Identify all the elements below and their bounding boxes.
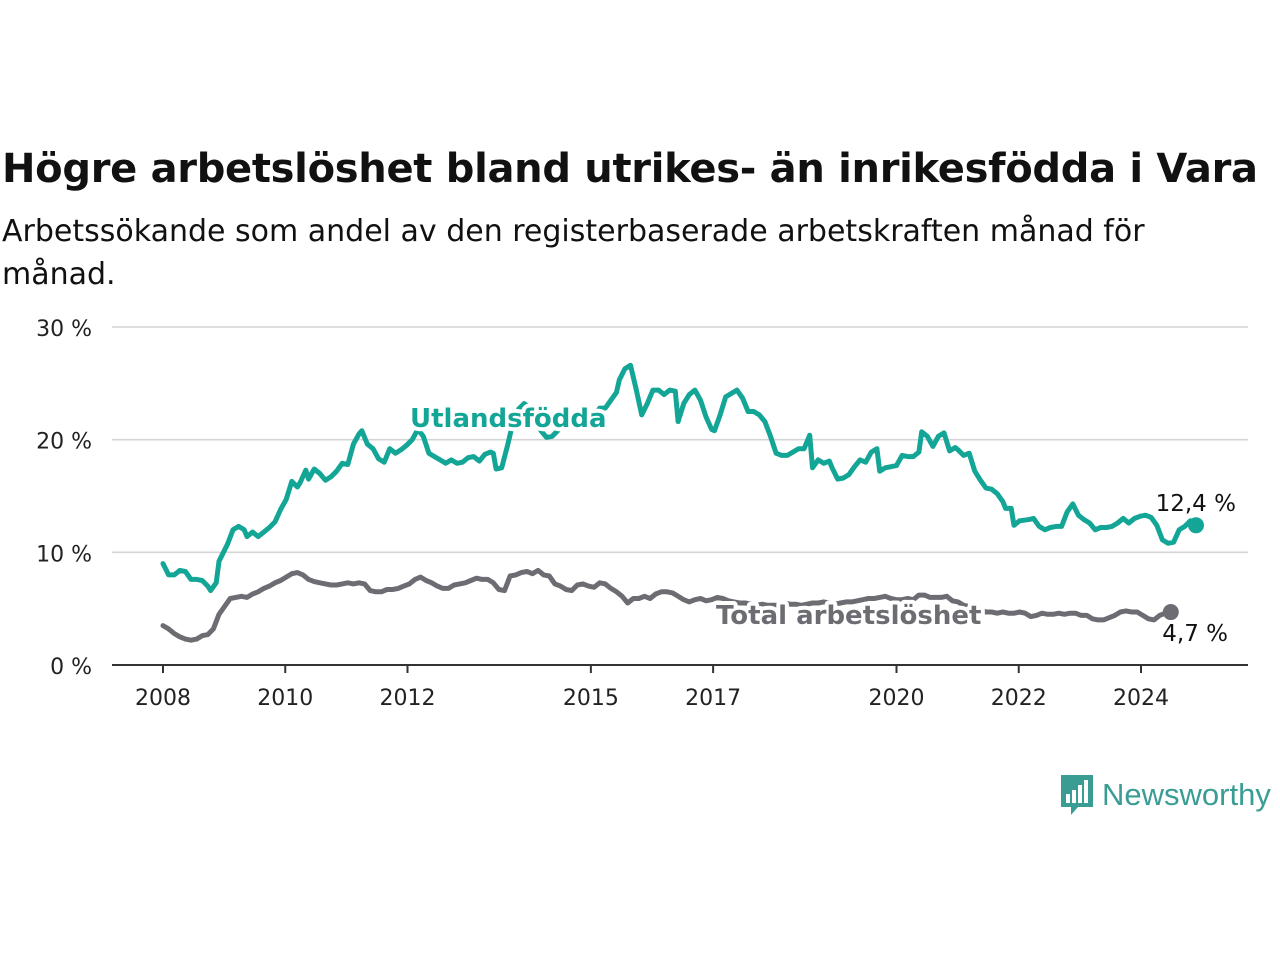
chart-subtitle: Arbetssökande som andel av den registerb…: [2, 214, 1145, 292]
series-end-point-1: [1162, 604, 1179, 621]
x-tick-label: 2022: [991, 686, 1047, 711]
series-label-utlandsfodda-halo: Utlandsfödda: [410, 404, 607, 434]
x-tick-label: 2024: [1113, 686, 1169, 711]
newsworthy-logo: Newsworthy: [1058, 772, 1271, 818]
x-tick-label: 2008: [135, 686, 191, 711]
series-label-total: Total arbetslöshet: [716, 601, 981, 631]
x-tick-label: 2017: [685, 686, 741, 711]
y-tick-label: 30 %: [36, 317, 92, 342]
newsworthy-bar-chart-icon: [1061, 775, 1093, 815]
series-label-total-halo: Total arbetslöshet: [716, 601, 981, 631]
chart-title: Högre arbetslöshet bland utrikes- än inr…: [2, 146, 1258, 192]
end-value-label-total: 4,7 %: [1162, 621, 1228, 647]
series-label-utlandsfodda: Utlandsfödda: [410, 404, 607, 434]
x-tick-label: 2020: [868, 686, 924, 711]
series-line-0: [160, 362, 1199, 594]
y-tick-label: 20 %: [36, 430, 92, 455]
brand-name: Newsworthy: [1102, 777, 1271, 812]
y-tick-label: 0 %: [50, 655, 92, 680]
y-tick-label: 10 %: [36, 542, 92, 567]
x-tick-label: 2012: [379, 686, 435, 711]
series-end-point-0: [1188, 517, 1204, 534]
end-value-label-utlandsfodda: 12,4 %: [1156, 491, 1236, 517]
x-tick-label: 2010: [257, 686, 313, 711]
series-line-1: [160, 567, 1174, 643]
x-tick-label: 2015: [563, 686, 619, 711]
